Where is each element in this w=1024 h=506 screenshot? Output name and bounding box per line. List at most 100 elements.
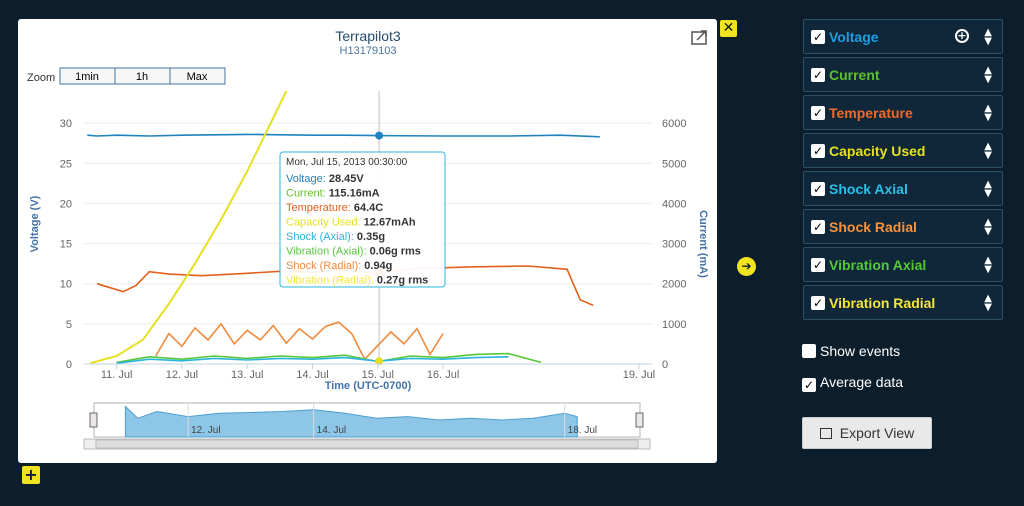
x-tick-label: 19. Jul <box>623 369 655 381</box>
chart-subtitle: H13179103 <box>340 45 397 57</box>
series-line-vibration-axial <box>116 352 542 364</box>
navigator-handle-right[interactable] <box>635 412 644 428</box>
share-icon[interactable] <box>691 30 707 45</box>
navigator-label: 12. Jul <box>191 425 220 436</box>
series-label: Voltage <box>829 29 879 45</box>
reorder-icon[interactable]: ▲ ▼ <box>984 103 992 123</box>
tooltip: Mon, Jul 15, 2013 00:30:00 Voltage: 28.45… <box>279 151 446 288</box>
series-label: Temperature <box>829 105 913 121</box>
y-tick-label: 25 <box>60 158 72 170</box>
zoom-button-1min[interactable]: 1min <box>59 67 116 85</box>
y2-tick-label: 3000 <box>662 239 686 251</box>
series-item-temperature[interactable]: ✓ Temperature ▲ ▼ <box>803 95 1003 130</box>
zoom-button-max[interactable]: Max <box>169 67 226 85</box>
y-tick-label: 0 <box>66 359 72 371</box>
series-label: Shock Axial <box>829 181 908 197</box>
y2-tick-label: 6000 <box>662 118 686 130</box>
y-tick-label: 20 <box>60 198 72 210</box>
reorder-icon[interactable]: ▲ ▼ <box>984 65 992 85</box>
x-tick-label: 16. Jul <box>427 369 459 381</box>
capacity-marker <box>375 357 384 366</box>
export-label: Export View <box>839 425 915 441</box>
y2-tick-label: 1000 <box>662 319 686 331</box>
series-item-capacity-used[interactable]: ✓ Capacity Used ▲ ▼ <box>803 133 1003 168</box>
tooltip-row: Temperature: 64.4C <box>286 202 383 214</box>
y2-tick-label: 0 <box>662 359 668 371</box>
y-tick-label: 15 <box>60 239 72 251</box>
zoom-button-label: 1min <box>75 71 99 83</box>
ylabel-right: Current (mA) <box>697 210 709 278</box>
reorder-icon[interactable]: ▲ ▼ <box>984 27 992 47</box>
series-checkbox[interactable]: ✓ <box>811 144 825 158</box>
tooltip-box <box>279 151 446 288</box>
scrollbar-thumb[interactable] <box>95 439 639 449</box>
y-tick-label: 10 <box>60 279 72 291</box>
series-label: Vibration Radial <box>829 295 936 311</box>
export-view-button[interactable]: Export View <box>802 417 932 449</box>
navigator-label: 14. Jul <box>317 425 346 436</box>
series-label: Vibration Axial <box>829 257 927 273</box>
x-tick-label: 12. Jul <box>166 369 198 381</box>
reorder-icon[interactable]: ▲ ▼ <box>984 255 992 275</box>
add-axis-icon[interactable]: + <box>955 29 969 43</box>
tooltip-header: Mon, Jul 15, 2013 00:30:00 <box>286 157 408 168</box>
series-checkbox[interactable]: ✓ <box>811 182 825 196</box>
zoom-button-1h[interactable]: 1h <box>114 67 171 85</box>
show-events-label: Show events <box>820 343 901 359</box>
series-line-capacity-used <box>90 90 288 365</box>
tooltip-row: Vibration (Axial): 0.06g rms <box>286 246 421 258</box>
series-item-shock-radial[interactable]: ✓ Shock Radial ▲ ▼ <box>803 209 1003 244</box>
series-line-shock-axial <box>116 356 509 364</box>
series-line-voltage <box>87 133 600 138</box>
series-item-vibration-axial[interactable]: ✓ Vibration Axial ▲ ▼ <box>803 247 1003 282</box>
x-tick-label: 15. Jul <box>362 369 394 381</box>
tooltip-row: Current: 115.16mA <box>286 188 380 200</box>
reorder-icon[interactable]: ▲ ▼ <box>984 179 992 199</box>
series-checkbox[interactable]: ✓ <box>811 258 825 272</box>
show-events-option[interactable]: Show events <box>802 343 900 359</box>
tooltip-row: Shock (Radial): 0.94g <box>286 260 392 272</box>
series-item-voltage[interactable]: ✓ Voltage + ▲ ▼ <box>803 19 1003 54</box>
zoom-button-label: 1h <box>136 71 148 83</box>
average-data-option[interactable]: ✓ Average data <box>802 374 903 392</box>
series-checkbox[interactable]: ✓ <box>811 30 825 44</box>
series-label: Capacity Used <box>829 143 926 159</box>
tooltip-row: Voltage: 28.45V <box>286 173 364 185</box>
navigator-label: 18. Jul <box>568 425 597 436</box>
series-checkbox[interactable]: ✓ <box>811 220 825 234</box>
series-checkbox[interactable]: ✓ <box>811 68 825 82</box>
reorder-icon[interactable]: ▲ ▼ <box>984 293 992 313</box>
add-chart-icon[interactable]: + <box>22 466 40 484</box>
tooltip-row: Shock (Axial): 0.35g <box>286 231 385 243</box>
series-label: Current <box>829 67 880 83</box>
average-data-checkbox[interactable]: ✓ <box>802 378 816 392</box>
x-tick-label: 14. Jul <box>296 369 328 381</box>
navigator-area <box>124 405 578 438</box>
ylabel-left: Voltage (V) <box>29 195 41 252</box>
navigator[interactable]: 12. Jul 14. Jul 18. Jul <box>83 402 651 450</box>
average-data-label: Average data <box>820 374 904 390</box>
tooltip-row: Capacity Used: 12.67mAh <box>286 217 416 229</box>
xlabel: Time (UTC-0700) <box>325 380 412 392</box>
zoom-label: Zoom <box>27 72 55 84</box>
reorder-icon[interactable]: ▲ ▼ <box>984 141 992 161</box>
arrow-right-icon[interactable]: ➔ <box>737 257 756 276</box>
series-item-vibration-radial[interactable]: ✓ Vibration Radial ▲ ▼ <box>803 285 1003 320</box>
series-checkbox[interactable]: ✓ <box>811 106 825 120</box>
tooltip-row: Vibration (Radial): 0.27g rms <box>286 275 428 287</box>
x-tick-label: 13. Jul <box>231 369 263 381</box>
close-icon[interactable]: ✕ <box>720 20 737 37</box>
navigator-handle-left[interactable] <box>89 412 98 428</box>
show-events-checkbox[interactable] <box>802 344 816 358</box>
series-line-shock-radial <box>155 321 444 361</box>
y-tick-label: 5 <box>66 319 72 331</box>
series-list: ✓ Voltage + ▲ ▼ ✓ Current ▲ ▼ ✓ Temperature ▲ ▼ ✓ Capa… <box>803 19 1003 323</box>
series-checkbox[interactable]: ✓ <box>811 296 825 310</box>
y-tick-label: 30 <box>60 118 72 130</box>
series-item-shock-axial[interactable]: ✓ Shock Axial ▲ ▼ <box>803 171 1003 206</box>
reorder-icon[interactable]: ▲ ▼ <box>984 217 992 237</box>
series-item-current[interactable]: ✓ Current ▲ ▼ <box>803 57 1003 92</box>
chart-panel: Terrapilot3 H13179103 Zoom 1min 1h Max 0 5 1… <box>18 19 717 463</box>
chart-svg: Terrapilot3 H13179103 Zoom 1min 1h Max 0 5 1… <box>27 28 709 450</box>
y2-tick-label: 2000 <box>662 279 686 291</box>
